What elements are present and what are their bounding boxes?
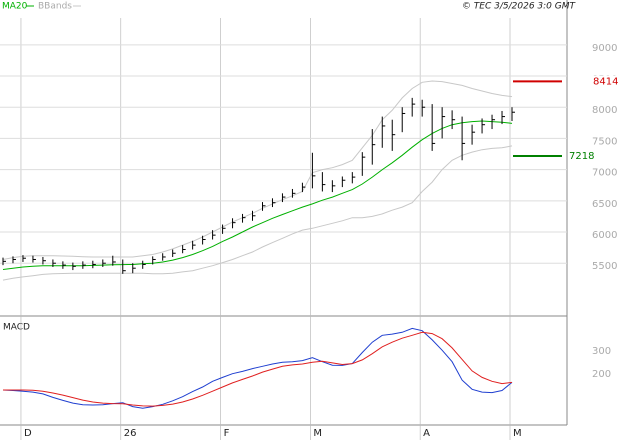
y-tick-label: 6000 [592,230,617,241]
panel-title: MACD [3,323,30,333]
ma-line [2,120,513,270]
y-tick-label: 200 [592,369,611,380]
level-label-bg [568,150,594,163]
macd-line [3,331,513,407]
legend-bands: BBands [38,2,72,12]
x-tick-label: F [224,428,230,439]
macd-line [2,327,513,409]
x-tick-label: A [423,428,430,439]
source: © TEC 3/5/2026 3:0 GMT [462,2,577,12]
band-lower [2,145,513,281]
level-label: 7218 [569,151,594,162]
level-label: 8414 [593,76,618,87]
y-tick-label: 6500 [592,199,617,210]
level-label-bg [592,75,618,88]
x-tick-label: D [24,428,32,439]
x-tick-label: 26 [124,428,137,439]
y-tick-label: 5500 [592,261,617,272]
x-tick-label: M [313,428,322,439]
y-tick-label: 8000 [592,105,617,116]
y-tick-label: 9000 [592,43,617,54]
legend-ma: MA20 [2,2,28,12]
band-upper [2,80,513,260]
y-tick-label: 7500 [592,136,617,147]
x-tick-label: M [513,428,522,439]
y-tick-label: 7000 [592,168,617,179]
y-tick-label: 300 [592,346,611,357]
